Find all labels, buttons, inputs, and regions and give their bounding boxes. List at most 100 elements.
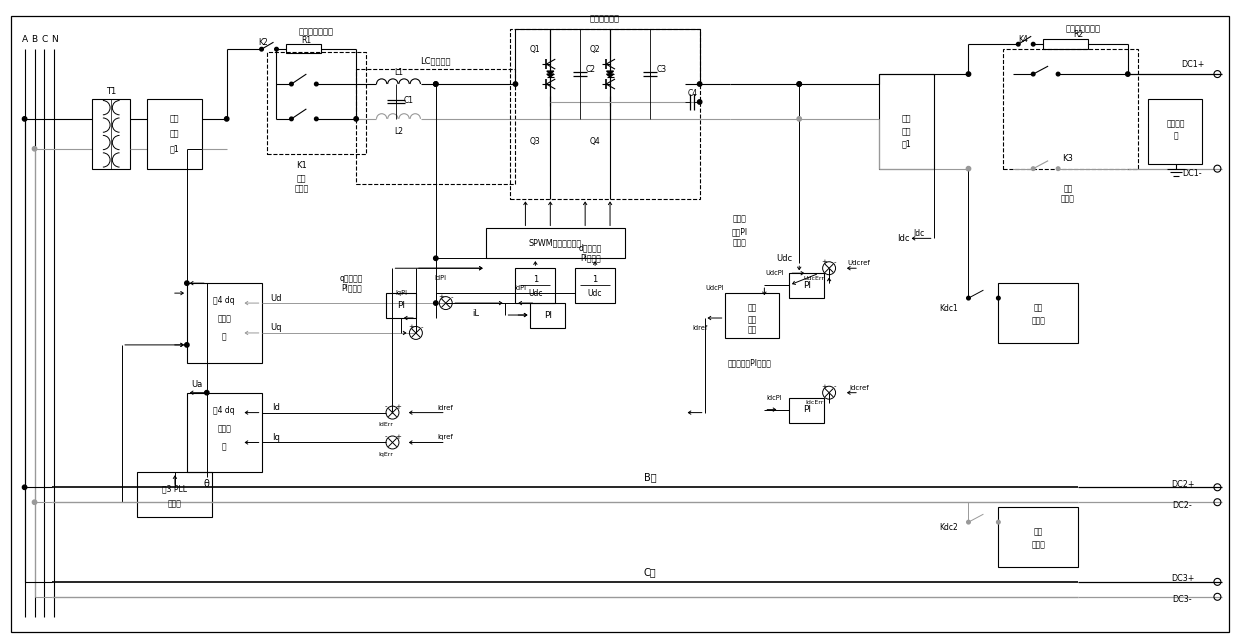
- Text: 运算: 运算: [748, 325, 758, 334]
- Text: Udcref: Udcref: [847, 260, 870, 266]
- Circle shape: [32, 500, 37, 504]
- Text: Q4: Q4: [590, 137, 600, 146]
- Text: 直流: 直流: [1064, 184, 1073, 193]
- Text: 图4 dq: 图4 dq: [213, 406, 236, 415]
- Bar: [998, 283, 1078, 343]
- Bar: [1043, 39, 1087, 49]
- Text: 直流防雷: 直流防雷: [1167, 120, 1185, 129]
- Circle shape: [290, 82, 293, 86]
- Text: +: +: [396, 404, 401, 410]
- Text: DC1-: DC1-: [1183, 169, 1203, 178]
- Text: 交流: 交流: [170, 114, 180, 123]
- Circle shape: [1126, 72, 1130, 77]
- Text: C3: C3: [657, 64, 667, 73]
- Circle shape: [997, 520, 1001, 524]
- Circle shape: [1032, 42, 1035, 46]
- Circle shape: [1056, 167, 1060, 170]
- Text: Q2: Q2: [590, 44, 600, 53]
- Text: C4: C4: [688, 89, 698, 98]
- Text: IdcErr: IdcErr: [805, 400, 823, 405]
- Text: L2: L2: [394, 127, 403, 136]
- Circle shape: [32, 147, 37, 151]
- Text: K1: K1: [296, 161, 306, 170]
- Text: PI: PI: [804, 280, 811, 289]
- Text: PI: PI: [804, 405, 811, 414]
- Text: 图3 PLL: 图3 PLL: [162, 485, 187, 494]
- Text: N: N: [51, 35, 58, 44]
- Text: B相: B相: [644, 473, 656, 482]
- Text: -: -: [833, 384, 836, 390]
- Bar: [356, 69, 516, 184]
- Circle shape: [697, 100, 702, 104]
- Text: PI控制器: PI控制器: [341, 284, 362, 293]
- Text: Iqref: Iqref: [438, 435, 454, 440]
- Text: -: -: [420, 324, 423, 330]
- Text: 器1: 器1: [901, 140, 911, 149]
- Circle shape: [315, 117, 319, 121]
- Text: 直流电: 直流电: [733, 214, 746, 223]
- Bar: [790, 397, 825, 422]
- Circle shape: [1017, 42, 1021, 46]
- Text: DC2+: DC2+: [1171, 480, 1194, 489]
- Text: T1: T1: [107, 87, 117, 96]
- Polygon shape: [606, 71, 614, 74]
- Text: LC滤波回路: LC滤波回路: [420, 57, 451, 66]
- Text: iL: iL: [472, 309, 479, 318]
- Text: DC1+: DC1+: [1180, 60, 1204, 69]
- Circle shape: [1056, 72, 1060, 76]
- Text: Udc: Udc: [528, 289, 543, 298]
- Circle shape: [967, 520, 970, 524]
- Text: C2: C2: [585, 64, 595, 73]
- Circle shape: [797, 116, 801, 121]
- Circle shape: [22, 116, 27, 121]
- Text: 器: 器: [1173, 131, 1178, 140]
- Polygon shape: [606, 74, 614, 77]
- Circle shape: [967, 296, 970, 300]
- Circle shape: [966, 72, 971, 77]
- Text: 滤波: 滤波: [901, 127, 911, 136]
- Circle shape: [997, 296, 1001, 300]
- Text: 直流: 直流: [1034, 303, 1043, 312]
- Text: B: B: [31, 35, 37, 44]
- Text: Kdc1: Kdc1: [939, 303, 959, 312]
- Text: 换: 换: [222, 442, 227, 451]
- Text: +: +: [438, 294, 444, 300]
- Circle shape: [290, 117, 293, 121]
- Text: Ua: Ua: [191, 380, 202, 389]
- Text: UdcErr: UdcErr: [804, 276, 825, 281]
- Text: K3: K3: [1063, 154, 1074, 163]
- Bar: [1003, 49, 1138, 168]
- Bar: [286, 44, 321, 53]
- Bar: [724, 293, 779, 338]
- Circle shape: [434, 301, 438, 305]
- Text: Idref: Idref: [438, 404, 454, 411]
- Circle shape: [22, 485, 27, 489]
- Text: K2: K2: [259, 38, 268, 47]
- Text: DC2-: DC2-: [1173, 501, 1193, 510]
- Text: Q1: Q1: [529, 44, 541, 53]
- Text: UdcPl: UdcPl: [706, 285, 724, 291]
- Text: K4: K4: [1018, 35, 1028, 44]
- Text: Idc: Idc: [898, 234, 910, 243]
- Bar: [575, 268, 615, 303]
- Text: 直流软启动回路: 直流软启动回路: [1065, 25, 1100, 34]
- Text: Id: Id: [273, 403, 280, 412]
- Text: 1: 1: [593, 275, 598, 284]
- Text: 接触器: 接触器: [1032, 541, 1045, 550]
- Text: Idcref: Idcref: [849, 385, 869, 391]
- Text: R1: R1: [301, 36, 311, 45]
- Text: 交流: 交流: [296, 174, 306, 183]
- Circle shape: [513, 82, 517, 86]
- Circle shape: [224, 116, 229, 121]
- Text: IdPl: IdPl: [435, 275, 446, 281]
- Circle shape: [434, 256, 438, 260]
- Text: -: -: [833, 259, 836, 266]
- Text: DC3+: DC3+: [1171, 574, 1194, 583]
- Text: UdcPl: UdcPl: [765, 270, 784, 276]
- Text: 接触器: 接触器: [294, 184, 309, 193]
- Text: PI: PI: [544, 311, 552, 320]
- Text: 取最: 取最: [748, 303, 758, 312]
- Circle shape: [185, 281, 188, 285]
- Text: C相: C相: [644, 567, 656, 577]
- Bar: [486, 228, 625, 258]
